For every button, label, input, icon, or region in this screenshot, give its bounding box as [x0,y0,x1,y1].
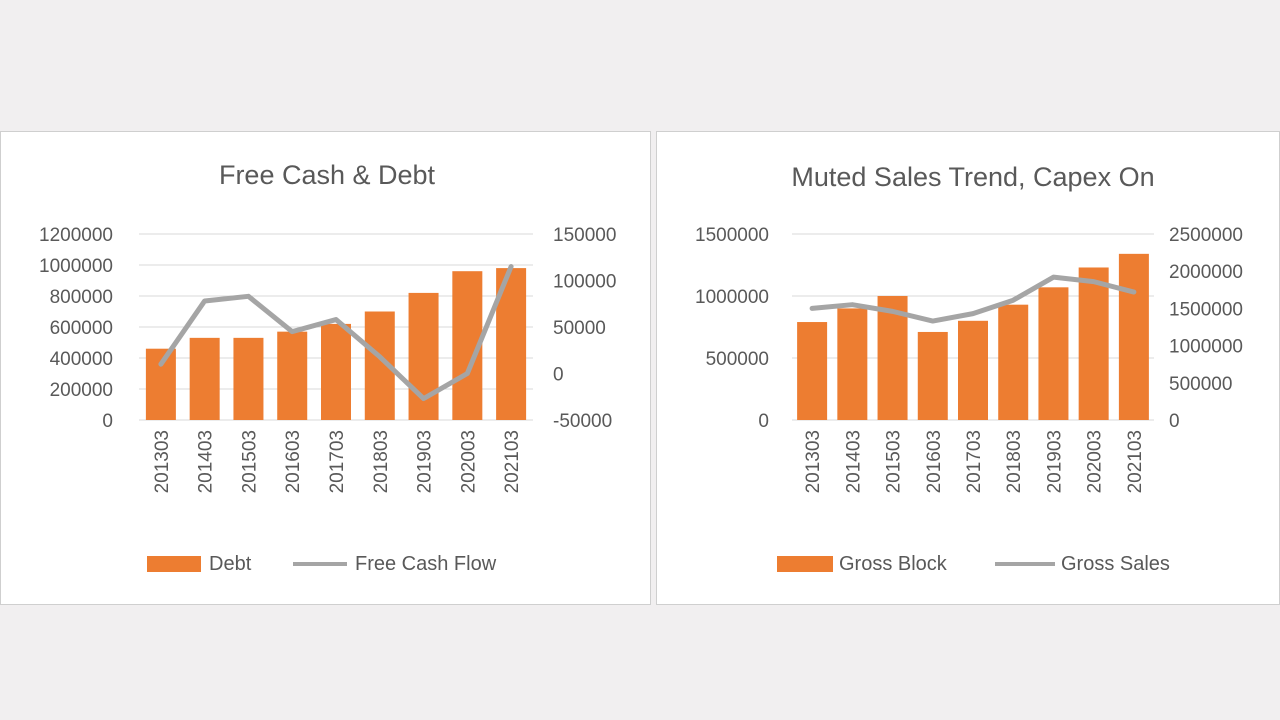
x-tick-label: 201403 [196,430,217,493]
y-left-tick-label: 1500000 [695,225,769,246]
y-left-tick-label: 1000000 [695,287,769,308]
line-free-cash-flow [158,264,514,402]
bar-gross-block [998,304,1029,420]
x-tick-label: 201803 [371,430,392,493]
bar-gross-block [1038,287,1069,420]
bar-gross-block [958,320,988,420]
y-left-tick-label: 600000 [50,318,113,339]
x-tick-label: 201303 [152,430,173,493]
bar-gross-block [1118,253,1149,420]
free-cash-debt-chart: Free Cash & Debt 12000001000000800000600… [39,160,616,575]
chart-title: Muted Sales Trend, Capex On [791,162,1154,192]
y-right-tick-label: 150000 [553,225,616,246]
bar-debt [277,331,308,420]
x-tick-label: 201503 [884,430,905,493]
line-gross-sales [809,274,1137,324]
y-left-tick-label: 0 [102,411,113,432]
x-tick-label: 202003 [1085,430,1106,493]
y-right-tick-label: -50000 [553,411,612,432]
y-right-tick-label: 1500000 [1169,299,1243,320]
legend-label-bar: Debt [209,553,252,575]
muted-sales-capex-chart: Muted Sales Trend, Capex On 1500000 10000… [695,162,1243,575]
legend: Gross Block Gross Sales [777,553,1170,575]
bar-debt [321,323,351,420]
y-left-tick-label: 200000 [50,380,113,401]
x-tick-label: 202103 [1125,430,1146,493]
x-tick-label: 201803 [1004,430,1025,493]
x-tick-label: 201703 [327,430,348,493]
x-tick-label: 201903 [1044,430,1065,493]
y-right-tick-label: 50000 [553,318,606,339]
y-left-tick-label: 1000000 [39,256,113,277]
bar-debt [145,348,176,420]
y-right-tick-label: 0 [1169,411,1180,432]
y-right-tick-label: 0 [553,365,564,386]
x-tick-label: 202103 [502,430,523,493]
y-right-tick-label: 500000 [1169,374,1232,395]
bar-gross-block [797,322,828,420]
bar-debt [189,337,220,420]
bar-gross-block [917,331,948,420]
legend-label-line: Free Cash Flow [355,553,497,575]
legend-swatch-bar [777,556,833,572]
chart-panel-free-cash-debt: Free Cash & Debt 1200000 1000000 800000 600… [0,131,651,605]
x-tick-label: 201303 [803,430,824,493]
y-left-tick-label: 500000 [706,349,769,370]
x-tick-label: 202003 [458,430,479,493]
bar-gross-block [877,296,908,420]
bar-gross-block [837,308,868,420]
bar-gross-block [1078,267,1109,420]
y-left-tick-label: 800000 [50,287,113,308]
y-right-tick-label: 100000 [553,272,616,293]
chart-title: Free Cash & Debt [219,160,436,190]
legend: Debt Free Cash Flow [147,553,497,575]
x-tick-label: 201603 [283,430,304,493]
x-tick-label: 201403 [843,430,864,493]
x-tick-label: 201603 [924,430,945,493]
bar-debt [233,337,264,420]
chart-panel-muted-sales-capex: Muted Sales Trend, Capex On 1500000 10000… [656,131,1280,605]
legend-label-bar: Gross Block [839,553,948,575]
x-tick-label: 201503 [239,430,260,493]
y-left-tick-label: 1200000 [39,225,113,246]
x-tick-label: 201703 [964,430,985,493]
legend-label-line: Gross Sales [1061,553,1170,575]
y-left-tick-label: 400000 [50,349,113,370]
y-right-tick-label: 2500000 [1169,225,1243,246]
y-left-tick-label: 0 [758,411,769,432]
y-right-tick-label: 2000000 [1169,262,1243,283]
x-tick-label: 201903 [415,430,436,493]
legend-swatch-bar [147,556,201,572]
y-right-tick-label: 1000000 [1169,337,1243,358]
